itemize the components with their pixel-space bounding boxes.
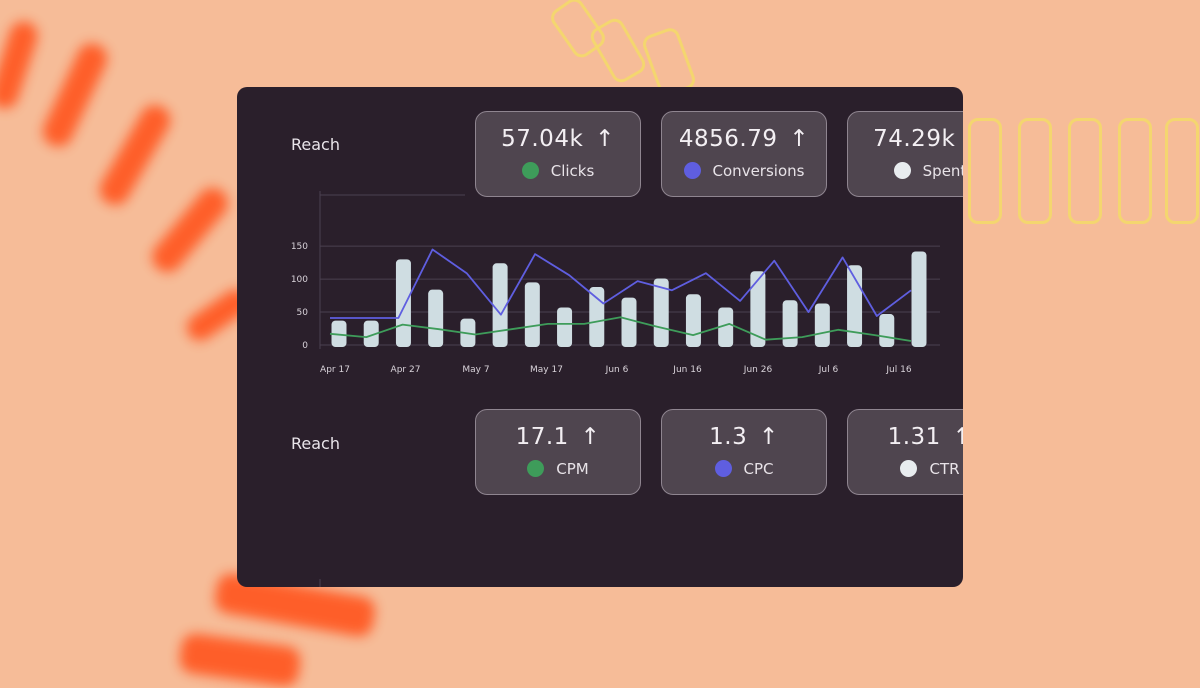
kpi-legend: CPM: [476, 460, 640, 478]
kpi-number: 1.3: [709, 424, 748, 450]
kpi-label: CTR: [929, 460, 960, 478]
legend-dot-icon: [683, 162, 701, 179]
bar: [589, 287, 605, 347]
bar: [750, 271, 766, 347]
arrow-up-icon: ↑: [789, 126, 810, 152]
legend-dot-icon: [521, 162, 539, 179]
y-tick-label: 0: [302, 341, 308, 351]
bar: [653, 278, 669, 347]
decor-stroke: [0, 17, 42, 113]
legend-dot-icon: [900, 460, 918, 477]
kpi-label: Conversions: [712, 162, 805, 180]
decor-outline: [1018, 118, 1052, 224]
decor-stroke: [177, 631, 303, 688]
chart-panel-2: Reach 17.1 ↑ CPM 1.3 ↑ CPC 1.31 ↑: [237, 387, 963, 587]
panel-title: Reach: [291, 434, 340, 453]
decor-outline: [1068, 118, 1102, 224]
bar: [718, 307, 734, 347]
dashboard-card: Reach 57.04k ↑ Clicks 4856.79 ↑ Conversi…: [237, 87, 963, 587]
kpi-card-ctr[interactable]: 1.31 ↑ CTR: [847, 409, 963, 495]
kpi-number: 1.31: [887, 424, 941, 450]
kpi-label: Clicks: [550, 162, 595, 180]
kpi-value: 1.3 ↑: [662, 424, 826, 450]
kpi-card-cpc[interactable]: 1.3 ↑ CPC: [661, 409, 827, 495]
kpi-legend: CPC: [662, 460, 826, 478]
bar: [879, 314, 895, 347]
kpi-value: 4856.79 ↑: [662, 126, 826, 152]
kpi-value: 57.04k ↑: [476, 126, 640, 152]
kpi-card-conversions[interactable]: 4856.79 ↑ Conversions: [661, 111, 827, 197]
arrow-up-icon: ↑: [580, 424, 601, 450]
decor-stroke: [38, 38, 112, 152]
x-tick-label: Jul 16: [885, 365, 911, 375]
chart-1: 0 50 100 150 Apr 17 Apr 27 May 7 May 17 Jun 6 Jun…: [291, 191, 940, 375]
kpi-label: CPC: [743, 460, 774, 478]
kpi-number: 57.04k: [501, 126, 584, 152]
y-tick-label: 100: [291, 275, 308, 285]
decor-outline: [968, 118, 1002, 224]
kpi-legend: Spent: [848, 162, 963, 180]
kpi-legend: CTR: [848, 460, 963, 478]
bar: [492, 263, 508, 347]
arrow-up-icon: ↑: [952, 424, 963, 450]
kpi-value: 74.29k ↑: [848, 126, 963, 152]
legend-dot-icon: [893, 162, 911, 179]
bar: [685, 294, 701, 347]
arrow-up-icon: ↑: [759, 424, 779, 450]
series-line-blue: [330, 248, 912, 319]
bar: [524, 282, 540, 347]
x-tick-label: May 7: [462, 365, 489, 375]
series-line-green: [329, 316, 912, 342]
arrow-up-icon: ↑: [595, 126, 615, 152]
x-tick-label: Apr 17: [320, 365, 350, 375]
kpi-legend: Clicks: [476, 162, 640, 180]
legend-dot-icon: [527, 460, 545, 477]
kpi-number: 17.1: [515, 424, 569, 450]
decor-stroke: [146, 182, 234, 278]
kpi-card-clicks[interactable]: 57.04k ↑ Clicks: [475, 111, 641, 197]
chart-panel-1: Reach 57.04k ↑ Clicks 4856.79 ↑ Conversi…: [237, 87, 963, 387]
legend-dot-icon: [714, 460, 732, 477]
kpi-card-spent[interactable]: 74.29k ↑ Spent: [847, 111, 963, 197]
x-tick-label: May 17: [530, 365, 563, 375]
kpi-value: 1.31 ↑: [848, 424, 963, 450]
decor-outline: [1118, 118, 1152, 224]
bar: [428, 289, 444, 347]
kpi-number: 74.29k: [873, 126, 956, 152]
decor-outline: [1165, 118, 1199, 224]
kpi-card-cpm[interactable]: 17.1 ↑ CPM: [475, 409, 641, 495]
kpi-label: CPM: [556, 460, 589, 478]
y-tick-label: 150: [291, 242, 308, 252]
bar: [621, 297, 637, 347]
bar: [557, 307, 573, 347]
bar: [782, 300, 798, 347]
decor-stroke: [94, 99, 176, 211]
x-tick-label: Jun 26: [743, 365, 773, 375]
bar: [814, 303, 830, 347]
y-tick-label: 50: [297, 308, 309, 318]
bar: [395, 259, 411, 347]
kpi-value: 17.1 ↑: [476, 424, 640, 450]
x-tick-label: Jun 6: [605, 365, 629, 375]
kpi-legend: Conversions: [662, 162, 826, 180]
kpi-number: 4856.79: [678, 126, 778, 152]
bar: [911, 251, 927, 347]
kpi-label: Spent: [922, 162, 963, 180]
x-tick-label: Jul 6: [818, 365, 839, 375]
x-tick-label: Jun 16: [672, 365, 702, 375]
x-tick-label: Apr 27: [391, 365, 421, 375]
bar: [363, 320, 379, 347]
panel-title: Reach: [291, 135, 340, 154]
